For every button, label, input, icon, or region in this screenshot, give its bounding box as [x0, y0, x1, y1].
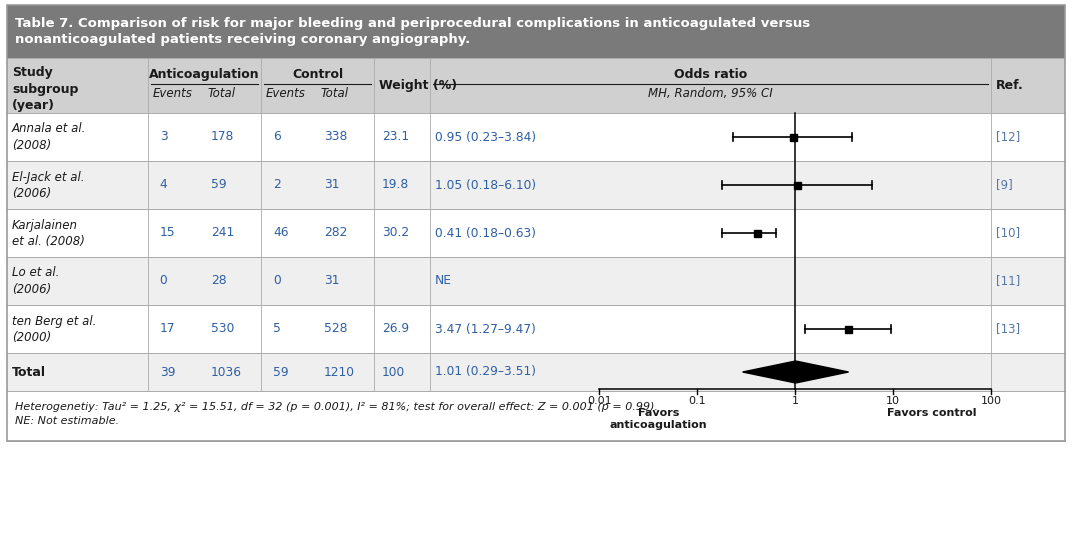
- Text: El-Jack et al.
(2006): El-Jack et al. (2006): [12, 171, 85, 199]
- Text: Events: Events: [266, 87, 306, 100]
- Text: Total: Total: [208, 87, 236, 100]
- Text: Karjalainen
et al. (2008): Karjalainen et al. (2008): [12, 218, 85, 248]
- Text: Favors
anticoagulation: Favors anticoagulation: [610, 408, 708, 430]
- Text: 23.1: 23.1: [382, 131, 410, 144]
- Text: [9]: [9]: [996, 178, 1013, 191]
- Text: 1: 1: [792, 396, 799, 406]
- Text: NE: NE: [435, 274, 452, 287]
- Text: 10: 10: [887, 396, 900, 406]
- Text: Study
subgroup
(year): Study subgroup (year): [12, 66, 78, 112]
- Text: 31: 31: [324, 274, 340, 287]
- Text: Total: Total: [12, 365, 46, 378]
- Text: Total: Total: [321, 87, 348, 100]
- Text: 282: 282: [324, 227, 347, 240]
- Text: ten Berg et al.
(2000): ten Berg et al. (2000): [12, 314, 96, 344]
- Text: 46: 46: [273, 227, 288, 240]
- Text: 30.2: 30.2: [382, 227, 410, 240]
- Bar: [8, 305, 1064, 353]
- Text: 0: 0: [160, 274, 167, 287]
- Bar: [8, 209, 1064, 257]
- Text: 4: 4: [160, 178, 167, 191]
- Text: 0: 0: [273, 274, 281, 287]
- Bar: [845, 326, 851, 332]
- Text: Lo et al.
(2006): Lo et al. (2006): [12, 267, 59, 295]
- Text: 26.9: 26.9: [382, 322, 410, 335]
- Text: [13]: [13]: [996, 322, 1021, 335]
- Bar: [8, 58, 1064, 113]
- Text: [11]: [11]: [996, 274, 1021, 287]
- Bar: [8, 257, 1064, 305]
- Bar: [793, 182, 801, 189]
- Bar: [8, 391, 1064, 441]
- Text: 5: 5: [273, 322, 281, 335]
- Text: Control: Control: [292, 68, 343, 81]
- Text: 59: 59: [211, 178, 226, 191]
- Bar: [8, 5, 1064, 441]
- Text: [10]: [10]: [996, 227, 1021, 240]
- Text: 0.01: 0.01: [587, 396, 612, 406]
- Text: 31: 31: [324, 178, 340, 191]
- Bar: [8, 161, 1064, 209]
- Text: Heterogenetiy: Tau² = 1.25, χ² = 15.51, df = 32 (p = 0.001), I² = 81%; test for : Heterogenetiy: Tau² = 1.25, χ² = 15.51, …: [15, 402, 658, 425]
- Text: 3.47 (1.27–9.47): 3.47 (1.27–9.47): [435, 322, 536, 335]
- Bar: [8, 5, 1064, 58]
- Text: [12]: [12]: [996, 131, 1021, 144]
- Text: Favors control: Favors control: [888, 408, 977, 418]
- Text: 178: 178: [211, 131, 234, 144]
- Text: MH, Random, 95% CI: MH, Random, 95% CI: [649, 87, 773, 100]
- Text: 1.05 (0.18–6.10): 1.05 (0.18–6.10): [435, 178, 536, 191]
- Text: 0.1: 0.1: [688, 396, 706, 406]
- Text: Odds ratio: Odds ratio: [674, 68, 747, 81]
- Text: Annala et al.
(2008): Annala et al. (2008): [12, 122, 87, 152]
- Text: 1036: 1036: [211, 365, 241, 378]
- Text: 1210: 1210: [324, 365, 355, 378]
- Text: 530: 530: [211, 322, 234, 335]
- Text: 338: 338: [324, 131, 347, 144]
- Text: 0.41 (0.18–0.63): 0.41 (0.18–0.63): [435, 227, 536, 240]
- Text: 28: 28: [211, 274, 226, 287]
- Text: 241: 241: [211, 227, 234, 240]
- Text: Table 7. Comparison of risk for major bleeding and periprocedural complications : Table 7. Comparison of risk for major bl…: [15, 16, 810, 47]
- Text: 100: 100: [382, 365, 405, 378]
- Polygon shape: [743, 361, 849, 383]
- Text: Events: Events: [152, 87, 193, 100]
- Text: Weight (%): Weight (%): [379, 79, 458, 92]
- Text: Anticoagulation: Anticoagulation: [149, 68, 259, 81]
- Bar: [8, 353, 1064, 391]
- Text: 19.8: 19.8: [382, 178, 410, 191]
- Text: 15: 15: [160, 227, 176, 240]
- Bar: [754, 229, 761, 236]
- Bar: [8, 113, 1064, 161]
- Text: 3: 3: [160, 131, 167, 144]
- Text: 59: 59: [273, 365, 288, 378]
- Text: 17: 17: [160, 322, 175, 335]
- Text: 100: 100: [981, 396, 1001, 406]
- Text: 528: 528: [324, 322, 347, 335]
- Text: Ref.: Ref.: [996, 79, 1024, 92]
- Text: 2: 2: [273, 178, 281, 191]
- Text: 0.95 (0.23–3.84): 0.95 (0.23–3.84): [435, 131, 536, 144]
- Bar: [790, 133, 796, 140]
- Text: 6: 6: [273, 131, 281, 144]
- Text: 39: 39: [160, 365, 175, 378]
- Text: 1.01 (0.29–3.51): 1.01 (0.29–3.51): [435, 365, 536, 378]
